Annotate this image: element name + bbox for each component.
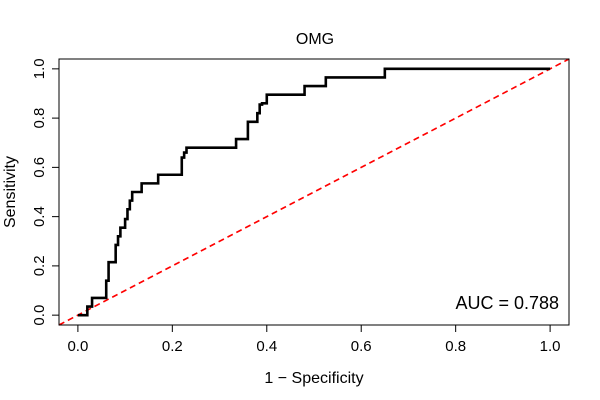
x-tick-label: 0.8 [445, 338, 466, 355]
reference-diagonal-line [58, 58, 570, 326]
x-axis: 0.0 0.2 0.4 0.6 0.8 1.0 [67, 324, 561, 355]
y-tick-label: 0.6 [31, 157, 48, 178]
x-tick-label: 0.4 [256, 338, 277, 355]
y-axis-label: Sensitivity [2, 156, 19, 228]
y-tick-label: 0.0 [31, 305, 48, 326]
roc-curve-line [77, 67, 551, 317]
y-tick-label: 0.2 [31, 255, 48, 276]
y-tick-label: 0.8 [31, 108, 48, 129]
y-tick-label: 0.4 [31, 206, 48, 227]
auc-annotation: AUC = 0.788 [455, 293, 559, 313]
x-tick-label: 0.0 [67, 338, 88, 355]
reference-line-layer [58, 58, 570, 326]
chart-title: OMG [296, 31, 334, 48]
roc-curve-layer [77, 67, 551, 317]
x-axis-label: 1 − Specificity [264, 370, 363, 387]
x-tick-label: 0.6 [351, 338, 372, 355]
x-tick-label: 0.2 [162, 338, 183, 355]
y-tick-label: 1.0 [31, 58, 48, 79]
y-axis: 0.0 0.2 0.4 0.6 0.8 1.0 [31, 58, 60, 326]
x-tick-label: 1.0 [540, 338, 561, 355]
